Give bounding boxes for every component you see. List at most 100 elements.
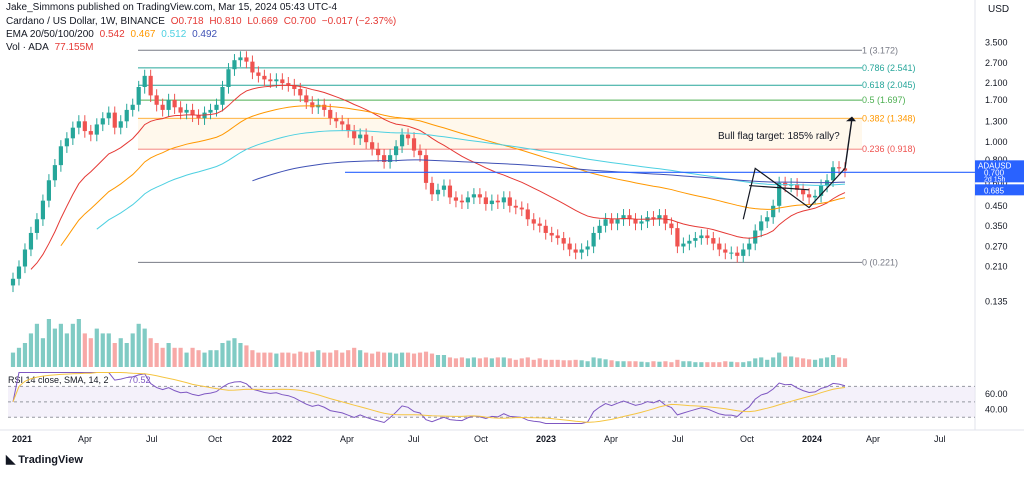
volume-bar <box>765 359 770 367</box>
volume-bar <box>184 352 189 367</box>
open-value: O0.718 <box>170 16 204 27</box>
volume-bar <box>304 352 309 367</box>
ema200-line <box>252 159 846 184</box>
time-tick-label: Oct <box>208 434 223 444</box>
volume-bar <box>621 361 626 367</box>
price-tick-label: 2.700 <box>985 58 1008 68</box>
candle-body <box>717 243 722 250</box>
volume-bar <box>262 352 267 367</box>
volume-bar <box>537 358 542 367</box>
ema-indicator-row[interactable]: EMA 20/50/100/200 0.542 0.467 0.512 0.49… <box>6 29 220 41</box>
annotation-text: Bull flag target: 185% rally? <box>718 131 840 142</box>
candle-body <box>172 99 177 108</box>
volume-bar <box>154 343 159 367</box>
candle-body <box>148 75 153 96</box>
candle-body <box>52 165 57 181</box>
candle-body <box>184 109 189 113</box>
time-tick-label: Apr <box>340 434 354 444</box>
candle-body <box>495 200 500 203</box>
publisher-credit: Jake_Simmons published on TradingView.co… <box>6 2 338 13</box>
volume-bar <box>753 358 758 367</box>
price-tick-label: 0.270 <box>985 241 1008 251</box>
volume-bar <box>405 352 411 367</box>
volume-bar <box>310 351 315 367</box>
volume-bar <box>106 333 111 367</box>
volume-bar <box>370 353 375 367</box>
flag-lower-edge <box>749 184 810 191</box>
volume-bar <box>136 323 141 367</box>
symbol-info-row: Cardano / US Dollar, 1W, BINANCE O0.718 … <box>6 16 399 28</box>
candle-body <box>675 228 680 247</box>
candle-body <box>364 134 369 143</box>
candle-body <box>166 99 171 110</box>
price-tick-label: 1.700 <box>985 95 1008 105</box>
candle-body <box>555 235 560 239</box>
volume-bar <box>202 352 207 367</box>
candle-body <box>836 167 842 169</box>
candle-body <box>250 61 255 73</box>
volume-bar <box>100 333 105 367</box>
candle-body <box>118 121 123 128</box>
volume-bar <box>340 352 345 367</box>
candle-body <box>142 75 147 87</box>
currency-label: USD <box>988 4 1009 15</box>
volume-bar <box>591 357 596 367</box>
candle-body <box>46 180 52 201</box>
volume-bar <box>232 338 237 367</box>
volume-bar <box>717 362 722 367</box>
volume-bar <box>208 350 213 367</box>
volume-bar <box>124 343 129 367</box>
volume-bar <box>112 343 117 367</box>
tradingview-logo-text: TradingView <box>18 454 83 466</box>
volume-bar <box>130 333 135 367</box>
volume-bar <box>82 333 87 367</box>
candle-body <box>94 124 99 135</box>
candle-body <box>489 200 494 205</box>
candle-body <box>328 109 333 119</box>
candle-body <box>621 215 626 220</box>
candle-body <box>274 79 279 82</box>
candle-body <box>28 232 34 250</box>
volume-bar <box>471 357 476 367</box>
volume-bar <box>609 360 614 367</box>
price-tick-label: 0.135 <box>985 297 1008 307</box>
candle-body <box>196 115 201 119</box>
price-tick-label: 0.800 <box>985 155 1008 165</box>
symbol-title[interactable]: Cardano / US Dollar, 1W, BINANCE <box>6 16 165 27</box>
volume-bar <box>94 328 99 367</box>
candle-body <box>705 235 710 239</box>
candle-body <box>262 75 267 80</box>
tradingview-logo[interactable]: ◣ TradingView <box>6 452 83 466</box>
time-tick-label: 2021 <box>12 434 32 444</box>
rsi-tick-label: 60.00 <box>985 389 1008 399</box>
candle-body <box>777 182 782 206</box>
candle-body <box>615 219 620 224</box>
candle-body <box>591 232 596 247</box>
candle-body <box>537 223 542 226</box>
volume-bar <box>513 359 518 367</box>
volume-indicator-row[interactable]: Vol · ADA 77.155M <box>6 42 97 54</box>
volume-value: 77.155M <box>54 42 94 53</box>
volume-bar <box>759 357 764 367</box>
volume-bar <box>441 355 447 367</box>
candle-body <box>735 252 740 256</box>
volume-bar <box>615 361 620 367</box>
volume-bar <box>238 343 243 367</box>
candle-body <box>214 104 219 110</box>
volume-bar <box>118 338 123 367</box>
price-tick-label: 0.210 <box>985 261 1008 271</box>
candle-body <box>459 200 465 203</box>
candle-body <box>112 112 117 128</box>
candle-body <box>633 219 638 224</box>
candle-body <box>759 221 764 231</box>
price-tick-label: 0.350 <box>985 221 1008 231</box>
volume-bar <box>519 358 524 367</box>
ema50-line <box>60 105 846 247</box>
time-tick-label: Jul <box>672 434 684 444</box>
fib-level-label: 0.5 (1.697) <box>862 95 906 105</box>
volume-bar <box>747 361 752 367</box>
volume-bar <box>358 350 363 367</box>
candle-body <box>477 194 482 198</box>
